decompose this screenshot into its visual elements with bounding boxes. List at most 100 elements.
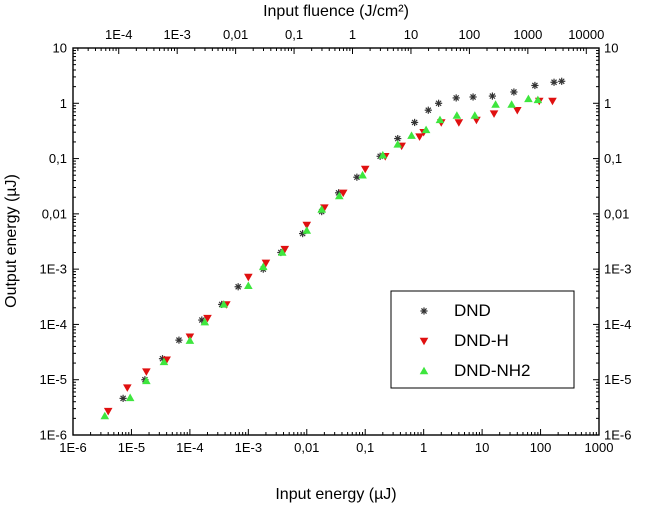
point-dnd-h xyxy=(338,189,348,198)
point-dnd-nh2 xyxy=(100,411,110,420)
y-right-tick-label: 1E-3 xyxy=(604,262,631,277)
point-dnd-h xyxy=(244,273,253,282)
y-tick-label: 0,01 xyxy=(42,206,67,221)
point-dnd-h xyxy=(123,384,132,392)
point-dnd xyxy=(175,336,183,344)
point-dnd-nh2 xyxy=(277,248,287,256)
legend-symbol-dnd-nh2 xyxy=(419,366,429,375)
point-dnd xyxy=(452,94,460,102)
y-right-tick-label: 0,1 xyxy=(604,151,622,166)
y-tick-label: 1E-6 xyxy=(40,428,67,443)
point-dnd xyxy=(550,78,558,86)
y-axis-title: Output energy (µJ) xyxy=(3,174,20,308)
x-tick-label: 1000 xyxy=(585,440,614,455)
x2-axis-title: Input fluence (J/cm²) xyxy=(263,3,409,20)
legend-symbol-dnd-h xyxy=(419,337,429,346)
point-dnd-h xyxy=(512,106,522,115)
point-dnd-nh2 xyxy=(407,131,416,139)
y-tick-label: 10 xyxy=(53,41,67,56)
point-dnd-nh2 xyxy=(533,95,543,104)
x2-tick-label: 1E-3 xyxy=(163,27,190,42)
point-dnd-nh2 xyxy=(334,191,344,200)
x-axis-title: Input energy (µJ) xyxy=(275,486,396,503)
y-right-tick-label: 1E-4 xyxy=(604,317,631,332)
x-tick-label: 1E-6 xyxy=(59,440,86,455)
y-tick-label: 1 xyxy=(60,96,67,111)
point-dnd-h xyxy=(360,165,370,174)
y-tick-label: 1E-4 xyxy=(40,317,67,332)
point-dnd-nh2 xyxy=(125,393,135,402)
y-right-tick-label: 1 xyxy=(604,96,611,111)
y-right-tick-label: 1E-5 xyxy=(604,372,631,387)
x2-tick-label: 1E-4 xyxy=(105,27,132,42)
x-tick-label: 0,1 xyxy=(356,440,374,455)
point-dnd-h xyxy=(103,407,113,416)
point-dnd-nh2 xyxy=(378,150,388,159)
y-right-tick-label: 0,01 xyxy=(604,206,629,221)
point-dnd xyxy=(119,394,127,402)
x2-tick-label: 0,1 xyxy=(285,27,303,42)
point-dnd xyxy=(510,88,518,96)
legend: DND DND-H DND-NH2 xyxy=(390,290,575,389)
point-dnd xyxy=(234,283,242,291)
point-dnd-nh2 xyxy=(358,170,367,179)
point-dnd-nh2 xyxy=(470,111,480,119)
point-dnd-nh2 xyxy=(258,262,268,271)
point-dnd xyxy=(469,93,477,101)
point-dnd xyxy=(558,77,566,85)
y-tick-label: 0,1 xyxy=(49,151,67,166)
point-dnd-nh2 xyxy=(185,336,195,344)
y-right-tick-label: 10 xyxy=(604,41,618,56)
point-dnd xyxy=(353,173,361,181)
point-dnd-h xyxy=(280,245,290,254)
point-dnd-h xyxy=(489,110,499,118)
x2-tick-label: 1000 xyxy=(513,27,542,42)
x2-tick-label: 0,01 xyxy=(223,27,248,42)
point-dnd-nh2 xyxy=(421,125,431,134)
point-dnd-h xyxy=(548,97,557,106)
point-dnd-nh2 xyxy=(452,111,462,119)
legend-label-dnd-nh2: DND-NH2 xyxy=(454,361,531,380)
point-dnd-h xyxy=(162,356,171,365)
y-tick-label: 1E-5 xyxy=(40,372,67,387)
point-dnd-nh2 xyxy=(393,140,403,148)
point-dnd xyxy=(424,106,432,114)
point-dnd-nh2 xyxy=(244,281,253,290)
x-tick-label: 1E-4 xyxy=(176,440,203,455)
point-dnd-nh2 xyxy=(159,357,169,366)
x-tick-label: 1E-5 xyxy=(118,440,145,455)
x2-tick-label: 10 xyxy=(404,27,418,42)
x-tick-label: 0,01 xyxy=(294,440,319,455)
point-dnd-h xyxy=(261,259,271,268)
point-dnd-nh2 xyxy=(200,317,210,326)
point-dnd-h xyxy=(302,221,312,230)
point-dnd-h xyxy=(142,368,151,376)
point-dnd-h xyxy=(415,133,424,141)
point-dnd-nh2 xyxy=(317,205,326,213)
legend-symbol-dnd xyxy=(420,307,428,315)
point-dnd xyxy=(411,118,419,127)
x2-tick-label: 10000 xyxy=(568,27,604,42)
point-dnd-nh2 xyxy=(142,376,151,385)
point-dnd xyxy=(531,81,539,90)
x-tick-label: 1E-3 xyxy=(235,440,262,455)
point-dnd-nh2 xyxy=(524,94,533,103)
point-dnd-nh2 xyxy=(507,100,516,108)
point-dnd-nh2 xyxy=(491,100,500,108)
x-tick-label: 10 xyxy=(475,440,489,455)
point-dnd-nh2 xyxy=(302,226,312,234)
point-dnd xyxy=(434,99,443,107)
point-dnd-nh2 xyxy=(435,115,445,124)
point-dnd-h xyxy=(203,314,212,323)
x2-tick-label: 1 xyxy=(349,27,356,42)
legend-label-dnd-h: DND-H xyxy=(454,331,509,350)
x-tick-label: 100 xyxy=(530,440,552,455)
x-tick-label: 1 xyxy=(420,440,427,455)
point-dnd-nh2 xyxy=(219,300,229,308)
point-dnd xyxy=(488,92,497,100)
point-dnd-h xyxy=(454,119,464,127)
plot-frame xyxy=(72,47,600,436)
legend-label-dnd: DND xyxy=(454,301,491,320)
ticks-layer: 1E-6 1E-5 1E-4 1E-3 0,01 0,1 1 10 100 1000 1E-4 1E-… xyxy=(40,27,632,455)
